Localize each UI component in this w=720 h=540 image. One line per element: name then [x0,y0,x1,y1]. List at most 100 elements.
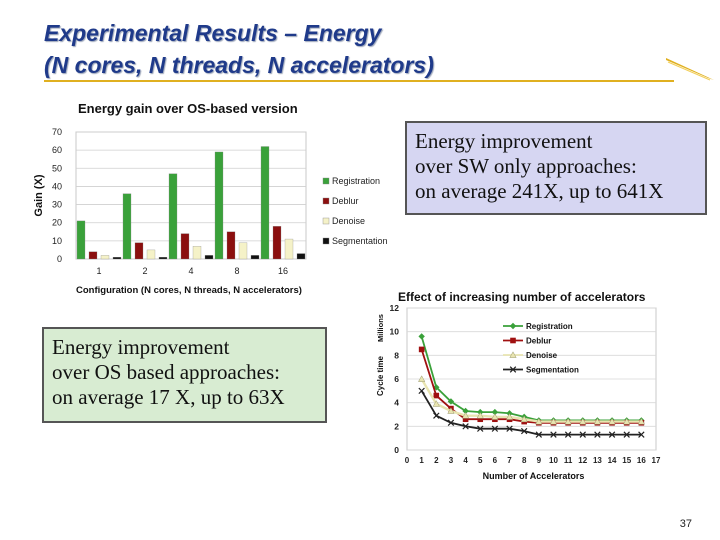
x-tick-label: 3 [449,456,454,465]
bar [284,238,294,260]
data-point [510,337,516,344]
y-tick-label: 40 [52,181,62,191]
x-tick-label: 4 [188,266,193,276]
data-point [637,417,645,425]
x-tick-label: 16 [278,266,288,276]
chart-title: Effect of increasing number of accelerat… [398,290,646,304]
bar [180,233,190,260]
x-tick-label: 15 [622,456,631,465]
data-point [491,425,499,432]
data-point [564,417,572,425]
data-point [418,375,426,382]
data-point [462,423,469,430]
data-point [608,431,616,438]
y-axis-label: Gain (X) [33,174,45,217]
data-point [477,416,484,423]
data-point [506,425,513,432]
data-point [623,417,631,425]
bar [214,151,224,260]
y-tick-label: 4 [394,398,399,408]
bar [192,246,202,260]
data-point [509,322,517,330]
x-tick-label: 12 [578,456,587,465]
bar [272,226,282,260]
bar [250,255,260,260]
data-point [564,431,572,438]
x-axis-label: Number of Accelerators [483,471,585,481]
legend-label: Deblur [526,337,551,346]
page-number: 37 [679,518,692,530]
data-point [447,419,455,427]
data-point [447,398,455,405]
data-point [520,415,528,423]
data-point [579,417,587,425]
callout-os-improvement: Energy improvement over OS based approac… [42,327,327,423]
x-tick-label: 16 [637,456,646,465]
legend-swatch [322,177,330,185]
x-axis-label: Configuration (N cores, N threads, N acc… [76,285,302,296]
legend-label: Registration [332,176,380,186]
slide-subtitle: (N cores, N threads, N accelerators) [44,52,434,78]
data-point [594,431,601,438]
data-point [491,408,499,416]
data-point [593,417,602,425]
legend-label: Registration [526,322,573,331]
bar [296,253,306,260]
bar [168,173,178,260]
callout-line: Energy improvement [52,335,230,359]
callout-sw-improvement: Energy improvement over SW only approach… [405,121,707,215]
data-point [549,417,558,425]
x-tick-label: 14 [608,456,617,465]
data-point [433,412,440,419]
legend-label: Denoise [332,216,365,226]
title-underline [44,80,674,82]
data-point [509,366,517,373]
x-tick-label: 8 [234,266,239,276]
data-point [491,413,499,420]
bar [226,231,236,260]
x-tick-label: 10 [549,456,558,465]
data-point [432,400,440,407]
y-tick-label: 12 [390,303,400,313]
legend-label: Deblur [332,196,359,206]
legend-label: Segmentation [526,366,579,375]
x-tick-label: 1 [96,266,101,276]
data-point [608,417,616,425]
data-point [462,416,469,423]
callout-line: on average 241X, up to 641X [415,179,664,203]
y-tick-label: 10 [390,327,400,337]
data-point [447,407,455,414]
series-line [420,378,642,423]
x-tick-label: 2 [434,456,439,465]
data-point [638,431,645,438]
bar [260,146,270,260]
y-tick-label: 60 [52,145,62,155]
data-point [520,427,528,435]
x-tick-label: 1 [419,456,424,465]
bar [100,255,110,260]
data-point [477,425,484,432]
data-point [623,431,630,438]
swoosh-arrow-icon [666,58,714,81]
y-tick-label: 20 [52,218,62,228]
y-tick-label: 10 [52,236,62,246]
bar [76,220,86,260]
callout-line: Energy improvement [415,129,593,153]
y-tick-label: 30 [52,200,62,210]
y-tick-label: 0 [57,254,62,264]
chart-title: Energy gain over OS-based version [78,101,298,116]
bar [134,242,144,260]
x-tick-label: 7 [507,456,512,465]
series-line [420,336,642,422]
y-tick-label: 50 [52,163,62,173]
legend-swatch [322,197,330,205]
data-point [535,431,543,438]
bar [238,242,248,260]
callout-line: over SW only approaches: [415,154,637,178]
bar [122,193,132,260]
x-tick-label: 11 [564,456,573,465]
x-tick-label: 17 [652,456,661,465]
y-tick-label: 0 [394,445,399,455]
x-tick-label: 9 [537,456,542,465]
data-point [550,431,557,438]
